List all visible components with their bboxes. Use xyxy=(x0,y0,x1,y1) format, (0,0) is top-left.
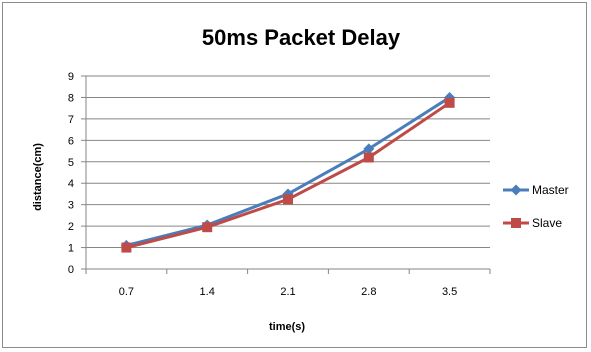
y-axis-title: distance(cm) xyxy=(32,143,44,211)
x-tick-label: 2.1 xyxy=(280,286,295,298)
y-tick-label: 7 xyxy=(68,114,74,126)
x-tick-label: 2.8 xyxy=(361,286,376,298)
data-point xyxy=(363,152,374,163)
legend-item-slave: Slave xyxy=(503,216,562,230)
x-tick-label: 3.5 xyxy=(442,286,457,298)
chart-frame: 50ms Packet Delay 0 1 2 3 4 5 6 7 8 9 0.7 1.4 2.1 2.8… xyxy=(2,2,587,348)
gridlines xyxy=(86,75,490,249)
y-tick-label: 6 xyxy=(68,135,74,147)
data-point xyxy=(202,222,213,233)
legend: Master Slave xyxy=(503,183,569,230)
legend-label: Slave xyxy=(532,216,562,230)
x-tick-label: 1.4 xyxy=(200,286,215,298)
y-tick-label: 9 xyxy=(68,71,74,83)
legend-item-master: Master xyxy=(503,183,569,197)
series-layer xyxy=(120,91,456,253)
y-tick-label: 5 xyxy=(68,157,74,169)
y-tick-label: 0 xyxy=(68,264,74,276)
y-tick-label: 4 xyxy=(68,178,74,190)
series-slave xyxy=(121,97,455,253)
x-tick-label: 0.7 xyxy=(119,286,134,298)
data-point xyxy=(121,242,132,253)
y-tick-label: 1 xyxy=(68,243,74,255)
chart-title: 50ms Packet Delay xyxy=(202,25,401,50)
data-point xyxy=(283,194,293,205)
series-line xyxy=(126,96,451,247)
legend-label: Master xyxy=(532,183,569,197)
data-point xyxy=(363,143,375,155)
data-point xyxy=(444,97,455,108)
legend-swatch-marker xyxy=(510,184,522,196)
line-chart: 50ms Packet Delay 0 1 2 3 4 5 6 7 8 9 0.7 1.4 2.1 2.8… xyxy=(32,25,569,333)
y-tick-label: 3 xyxy=(68,200,74,212)
y-tick-label: 8 xyxy=(68,92,74,104)
series-master xyxy=(120,91,456,251)
x-axis-title: time(s) xyxy=(269,321,305,333)
y-tick-label: 2 xyxy=(68,221,74,233)
legend-swatch-marker xyxy=(511,218,521,228)
axes: 0 1 2 3 4 5 6 7 8 9 0.7 1.4 2.1 2.8 3.5 xyxy=(68,71,491,298)
